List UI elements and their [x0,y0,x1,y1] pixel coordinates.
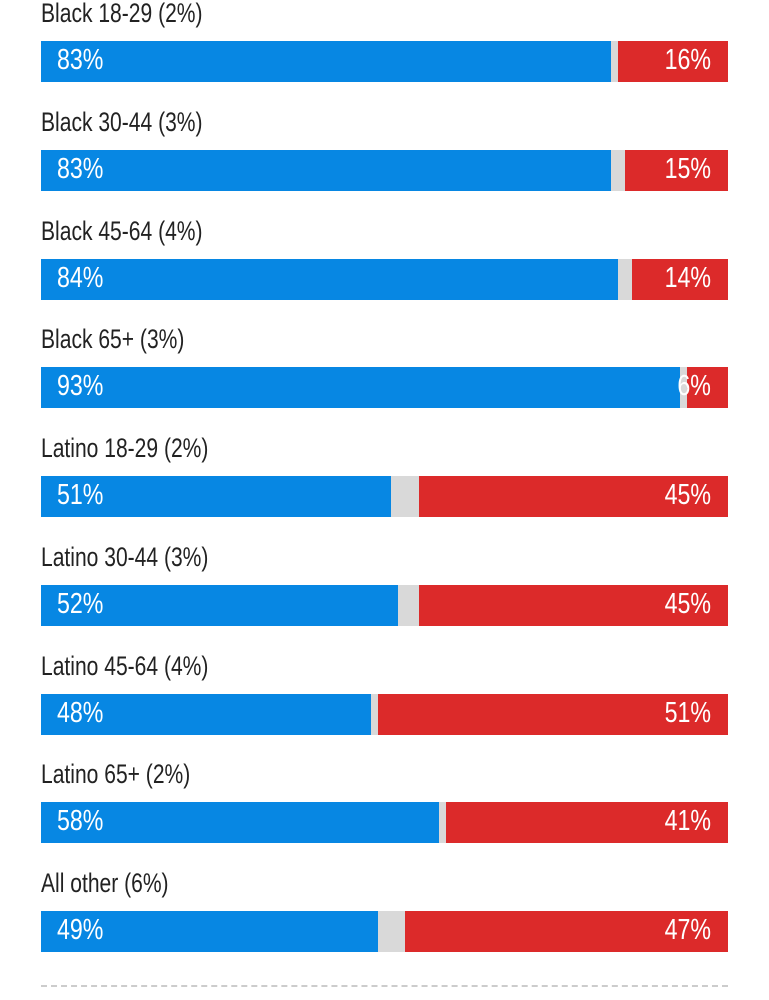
rep-bar [631,258,728,300]
bar-track: 93% 6% [41,367,728,409]
rep-bar [446,802,728,844]
bar-row: Black 45-64 (4%) 84% 14% [41,215,728,308]
rep-value-label: 16% [664,44,711,76]
category-label: Latino 45-64 (4%) [41,650,209,681]
dem-value-label: 48% [57,696,104,729]
dem-value-label: 93% [57,370,104,403]
dem-bar [41,802,440,844]
category-label: Latino 65+ (2%) [41,759,191,790]
bar-row: Black 65+ (3%) 93% 6% [41,324,728,416]
bar-track: 83% 15% [41,149,728,191]
dem-bar [41,476,392,517]
rep-bar [618,41,728,82]
dem-bar [41,584,399,626]
bar-track: 52% 45% [41,584,728,626]
dashed-divider [41,985,728,987]
dem-bar [41,367,680,409]
rep-value-label: 51% [664,696,711,729]
rep-bar [624,149,728,191]
bar-row: All other (6%) 49% 47% [41,868,728,960]
dem-value-label: 52% [57,587,104,620]
bar-row: Latino 18-29 (2%) 51% 45% [41,433,728,525]
category-label: Black 45-64 (4%) [41,215,203,246]
bar-row: Latino 30-44 (3%) 52% 45% [41,541,728,634]
bar-track: 83% 16% [41,41,728,82]
rep-value-label: 47% [664,914,711,946]
category-label: Latino 30-44 (3%) [41,541,209,572]
category-label: Black 65+ (3%) [41,324,185,355]
dem-bar [41,41,612,82]
bar-row: Black 30-44 (3%) 83% 15% [41,106,728,199]
dem-bar [41,258,619,300]
dem-value-label: 49% [57,914,104,946]
dem-value-label: 58% [57,805,104,838]
category-label: Black 30-44 (3%) [41,106,203,137]
rep-bar [405,911,728,952]
rep-bar [418,476,728,517]
rep-value-label: 41% [664,805,711,838]
bar-track: 48% 51% [41,693,728,735]
category-label: Black 18-29 (2%) [41,0,203,28]
rep-value-label: 15% [664,152,711,185]
bar-row: Latino 65+ (2%) 58% 41% [41,759,728,851]
rep-bar [686,367,728,409]
bar-track: 84% 14% [41,258,728,300]
rep-value-label: 14% [664,261,711,294]
dem-value-label: 83% [57,44,104,76]
category-label: Latino 18-29 (2%) [41,433,209,463]
category-label: All other (6%) [41,868,169,898]
dem-bar [41,911,378,952]
rep-bar [418,584,728,626]
dem-value-label: 83% [57,152,104,185]
bar-track: 49% 47% [41,911,728,952]
rep-value-label: 45% [664,587,711,620]
bar-row: Black 18-29 (2%) 83% 16% [41,0,728,90]
rep-value-label: 6% [677,370,711,403]
bar-track: 58% 41% [41,802,728,844]
rep-bar [377,693,728,735]
rep-value-label: 45% [664,479,711,511]
dem-value-label: 51% [57,479,104,511]
bar-row: Latino 45-64 (4%) 48% 51% [41,650,728,743]
dem-bar [41,149,612,191]
dem-value-label: 84% [57,261,104,294]
dem-bar [41,693,371,735]
bar-track: 51% 45% [41,476,728,517]
